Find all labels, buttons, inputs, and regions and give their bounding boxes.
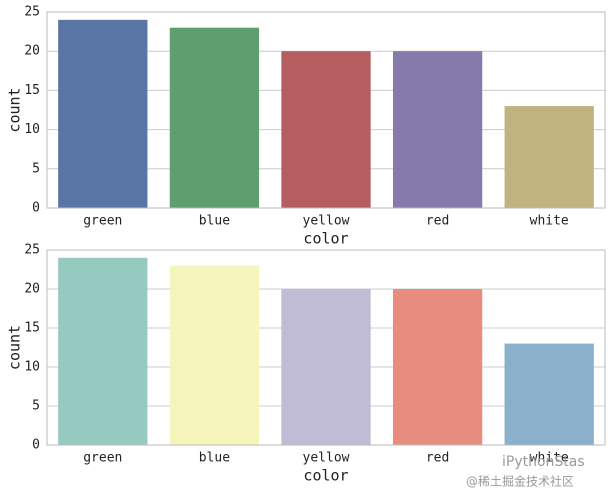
watermark-source: @稀土掘金技术社区	[466, 474, 574, 489]
bar	[281, 289, 371, 445]
x-tick-label: green	[83, 451, 122, 466]
bar	[169, 265, 260, 445]
y-tick-label: 10	[24, 360, 40, 375]
y-tick-label: 0	[32, 201, 40, 216]
y-tick-label: 20	[24, 44, 40, 59]
y-axis-label: count	[6, 325, 24, 370]
x-tick-label: blue	[199, 214, 230, 229]
y-tick-label: 15	[24, 321, 40, 336]
x-tick-label: green	[83, 214, 122, 229]
x-axis-label: color	[303, 230, 348, 248]
bar	[504, 106, 594, 208]
x-tick-label: blue	[199, 451, 230, 466]
y-tick-label: 15	[24, 83, 40, 98]
x-tick-label: red	[426, 214, 449, 229]
bar	[392, 51, 483, 209]
y-tick-label: 20	[24, 282, 40, 297]
bar	[58, 19, 148, 209]
y-tick-label: 25	[24, 243, 40, 258]
plot-frame	[46, 11, 606, 209]
x-tick-label: white	[530, 214, 569, 229]
bar	[504, 343, 594, 445]
y-tick-label: 10	[24, 122, 40, 137]
y-tick-label: 0	[32, 438, 40, 453]
bar	[281, 51, 371, 209]
bar	[392, 289, 483, 445]
x-tick-label: yellow	[303, 214, 350, 229]
watermark-name: iPythonStas	[502, 454, 585, 470]
x-tick-label: yellow	[303, 451, 350, 466]
y-tick-label: 5	[32, 161, 40, 176]
x-tick-label: white	[530, 451, 569, 466]
y-tick-label: 5	[32, 399, 40, 414]
x-axis-label: color	[303, 467, 348, 485]
x-tick-label: red	[426, 451, 449, 466]
y-axis-label: count	[6, 87, 24, 132]
bar	[58, 257, 148, 445]
y-tick-label: 25	[24, 5, 40, 20]
plot-frame	[46, 249, 606, 446]
bar	[169, 27, 260, 209]
